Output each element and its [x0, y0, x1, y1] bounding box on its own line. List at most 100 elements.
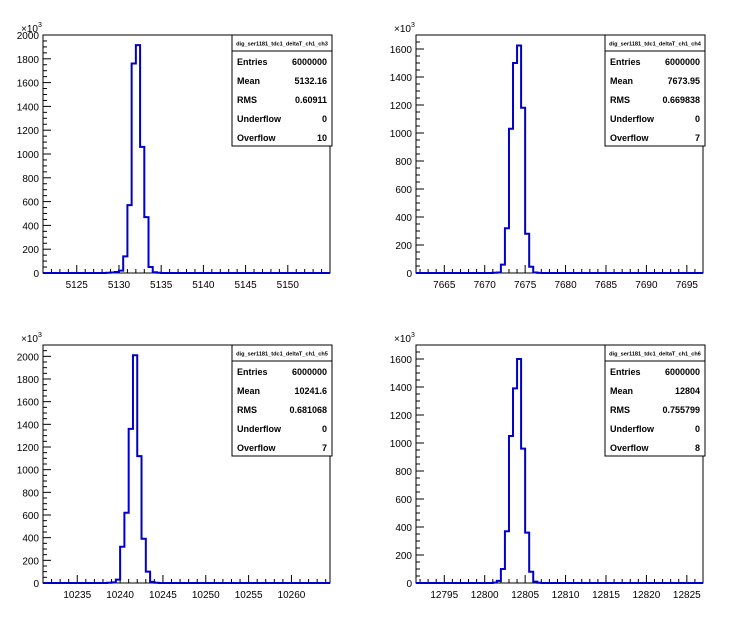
x-tick-label: 5135: [150, 280, 173, 291]
stats-label: RMS: [237, 405, 257, 415]
y-exponent-power: 3: [38, 332, 42, 339]
y-tick-label: 1600: [17, 79, 40, 90]
y-tick-label: 400: [395, 523, 412, 534]
y-tick-label: 200: [395, 551, 412, 562]
stats-box: dig_ser1181_tdc1_deltaT_ch1_ch3 Entries 60…: [231, 34, 333, 147]
histogram-line: [416, 44, 703, 274]
stats-value: 6000000: [665, 367, 700, 377]
stats-label: Overflow: [237, 443, 277, 453]
stats-label: Overflow: [610, 443, 650, 453]
y-tick-label: 1000: [390, 439, 413, 450]
stats-box-frame: [231, 34, 333, 147]
stats-label: Mean: [237, 76, 260, 86]
stats-value: 7: [322, 443, 327, 453]
x-tick-label: 12825: [673, 590, 701, 601]
stats-value: 8: [695, 443, 700, 453]
stats-title: dig_ser1181_tdc1_deltaT_ch1_ch6: [609, 352, 701, 358]
stats-title: dig_ser1181_tdc1_deltaT_ch1_ch5: [236, 352, 328, 358]
stats-label: Overflow: [237, 133, 277, 143]
y-tick-label: 800: [22, 174, 39, 185]
y-tick-label: 1200: [390, 101, 413, 112]
y-tick-label: 400: [395, 213, 412, 224]
x-tick-label: 5125: [66, 280, 89, 291]
y-exponent-power: 3: [411, 22, 415, 29]
y-tick-label: 1400: [17, 420, 40, 431]
stats-value: 0.669838: [662, 95, 700, 105]
stats-title: dig_ser1181_tdc1_deltaT_ch1_ch3: [236, 42, 328, 48]
y-tick-label: 1200: [17, 443, 40, 454]
stats-value: 0: [695, 114, 700, 124]
x-tick-label: 10240: [106, 590, 134, 601]
stats-value: 10: [317, 133, 327, 143]
stats-label: Mean: [237, 386, 260, 396]
stats-value: 7: [695, 133, 700, 143]
y-tick-label: 0: [406, 579, 412, 590]
stats-value: 5132.16: [294, 76, 327, 86]
histogram-line: [43, 354, 330, 584]
y-tick-label: 1200: [17, 126, 40, 137]
y-tick-label: 1400: [390, 73, 413, 84]
y-tick-label: 1000: [17, 466, 40, 477]
x-tick-label: 7675: [514, 280, 537, 291]
x-tick-label: 12820: [633, 590, 661, 601]
y-tick-label: 1600: [17, 398, 40, 409]
y-tick-label: 200: [395, 241, 412, 252]
stats-value: 0: [695, 424, 700, 434]
y-tick-label: 1000: [17, 150, 40, 161]
histogram-pad-1: 0 200 400 600 800 1000 1200 1400 1600 1800 2000 512…: [17, 22, 333, 291]
x-tick-label: 10245: [149, 590, 177, 601]
y-exponent-label: ×10: [394, 334, 411, 345]
y-exponent-label: ×10: [21, 334, 38, 345]
stats-label: RMS: [237, 95, 257, 105]
stats-value: 0.60911: [295, 95, 327, 105]
stats-label: Entries: [610, 57, 641, 67]
y-exponent-label: ×10: [394, 24, 411, 35]
x-tick-label: 5145: [234, 280, 257, 291]
histogram-line: [43, 44, 330, 274]
x-tick-label: 7695: [676, 280, 699, 291]
x-tick-label: 10255: [235, 590, 263, 601]
stats-box-frame: [604, 34, 706, 147]
y-tick-label: 1800: [17, 375, 40, 386]
x-tick-label: 10250: [192, 590, 220, 601]
stats-label: Entries: [610, 367, 641, 377]
x-tick-label: 7665: [433, 280, 456, 291]
y-tick-label: 1000: [390, 129, 413, 140]
stats-box: dig_ser1181_tdc1_deltaT_ch1_ch6 Entries 60…: [604, 344, 706, 457]
stats-label: Underflow: [237, 114, 282, 124]
x-tick-label: 12800: [471, 590, 499, 601]
stats-label: Underflow: [237, 424, 282, 434]
y-tick-label: 1600: [390, 355, 413, 366]
x-tick-label: 12815: [592, 590, 620, 601]
stats-label: Overflow: [610, 133, 650, 143]
stats-value: 6000000: [292, 367, 327, 377]
y-tick-label: 800: [22, 488, 39, 499]
stats-box: dig_ser1181_tdc1_deltaT_ch1_ch5 Entries 60…: [231, 344, 333, 457]
y-exponent-label: ×10: [21, 24, 38, 35]
x-tick-label: 7670: [474, 280, 497, 291]
y-tick-label: 0: [33, 269, 39, 280]
y-tick-label: 600: [395, 495, 412, 506]
stats-label: Underflow: [610, 114, 655, 124]
stats-label: Underflow: [610, 424, 655, 434]
x-tick-label: 7680: [554, 280, 577, 291]
y-tick-label: 1400: [390, 383, 413, 394]
y-tick-label: 200: [22, 245, 39, 256]
stats-box-frame: [231, 344, 333, 457]
x-tick-label: 12805: [511, 590, 539, 601]
x-tick-label: 12810: [552, 590, 580, 601]
stats-value: 0.681068: [289, 405, 327, 415]
y-tick-label: 200: [22, 556, 39, 567]
stats-label: Mean: [610, 386, 633, 396]
y-tick-label: 1200: [390, 411, 413, 422]
stats-box: dig_ser1181_tdc1_deltaT_ch1_ch4 Entries 60…: [604, 34, 706, 147]
x-tick-label: 5130: [108, 280, 131, 291]
y-tick-label: 400: [22, 221, 39, 232]
x-tick-label: 10235: [63, 590, 91, 601]
stats-value: 6000000: [292, 57, 327, 67]
x-tick-label: 7685: [595, 280, 618, 291]
y-tick-label: 2000: [17, 31, 40, 42]
y-tick-label: 1800: [17, 55, 40, 66]
x-tick-label: 5140: [192, 280, 215, 291]
stats-value: 10241.6: [294, 386, 327, 396]
